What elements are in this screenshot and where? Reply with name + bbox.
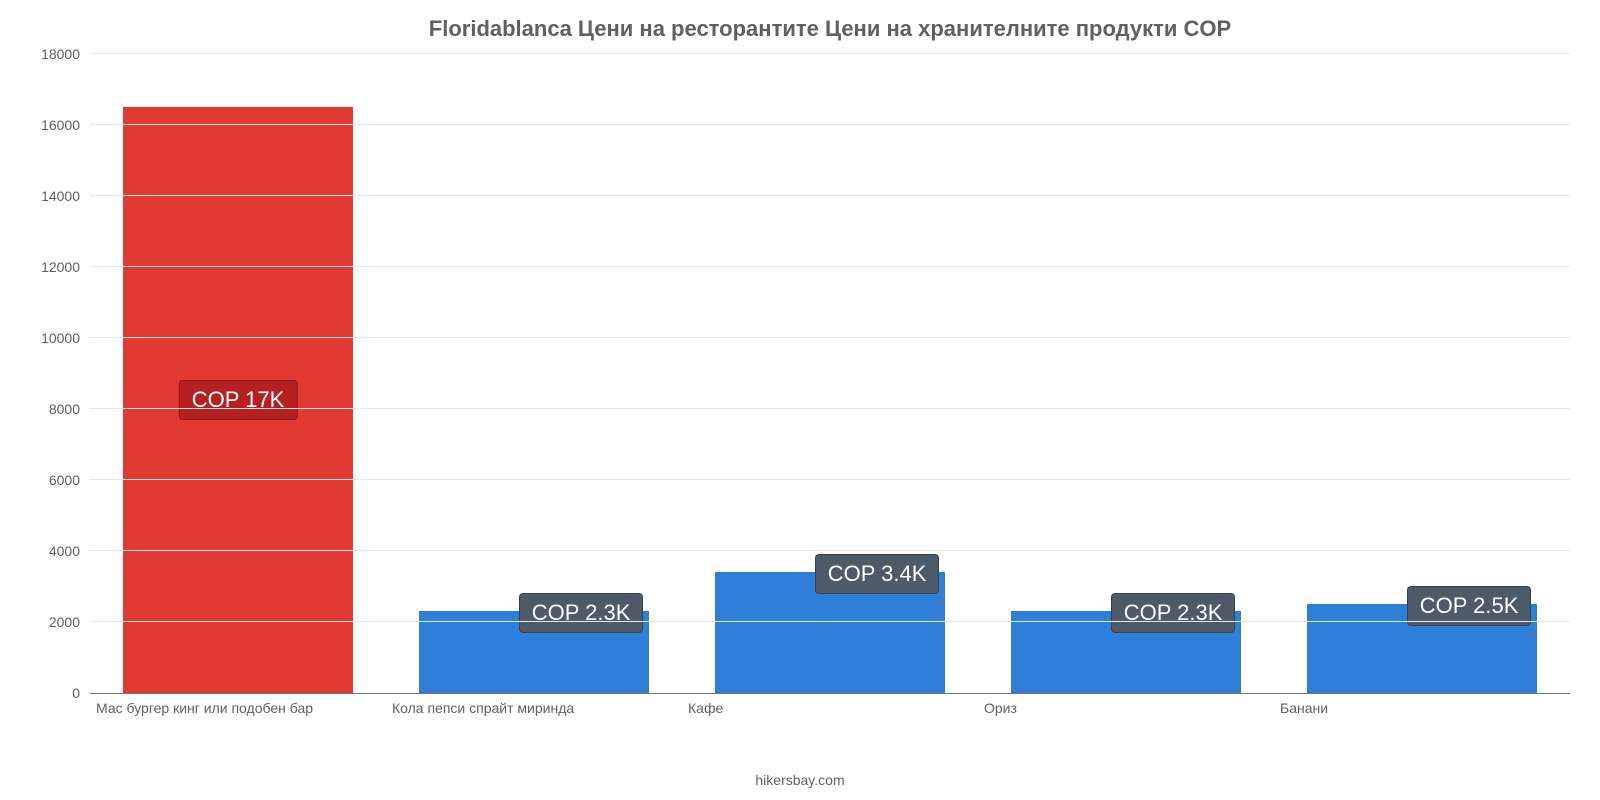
- y-tick-label: 4000: [20, 543, 80, 559]
- x-axis-label: Кола пепси спрайт миринда: [386, 698, 682, 716]
- y-tick-label: 18000: [20, 46, 80, 62]
- y-tick-label: 6000: [20, 472, 80, 488]
- y-gridline: [90, 621, 1570, 622]
- x-axis-label: Банани: [1274, 698, 1570, 716]
- bar: COP 2.5K: [1307, 604, 1538, 693]
- y-tick-label: 16000: [20, 117, 80, 133]
- bar: COP 3.4K: [715, 572, 946, 693]
- y-gridline: [90, 550, 1570, 551]
- chart-container: Floridablanca Цени на ресторантите Цени …: [0, 0, 1600, 800]
- bar-slot: COP 2.5K: [1274, 54, 1570, 693]
- y-gridline: [90, 266, 1570, 267]
- bar: COP 2.3K: [419, 611, 650, 693]
- x-axis-label: Кафе: [682, 698, 978, 716]
- y-tick-label: 0: [20, 685, 80, 701]
- bar-slot: COP 2.3K: [386, 54, 682, 693]
- y-gridline: [90, 195, 1570, 196]
- value-badge: COP 3.4K: [815, 554, 940, 594]
- bars-area: COP 17K COP 2.3K COP 3.4K COP 2.3K COP 2.5K: [90, 54, 1570, 693]
- y-tick-label: 12000: [20, 259, 80, 275]
- value-badge: COP 2.3K: [519, 593, 644, 633]
- x-axis-labels: Мас бургер кинг или подобен барКола пепс…: [90, 698, 1570, 716]
- bar-slot: COP 17K: [90, 54, 386, 693]
- plot-area: COP 17KCOP 2.3KCOP 3.4KCOP 2.3KCOP 2.5K …: [90, 54, 1570, 694]
- y-gridline: [90, 408, 1570, 409]
- x-axis-label: Мас бургер кинг или подобен бар: [90, 698, 386, 716]
- y-tick-label: 8000: [20, 401, 80, 417]
- y-tick-label: 14000: [20, 188, 80, 204]
- y-gridline: [90, 479, 1570, 480]
- bar-slot: COP 2.3K: [978, 54, 1274, 693]
- bar: COP 2.3K: [1011, 611, 1242, 693]
- y-gridline: [90, 124, 1570, 125]
- y-gridline: [90, 337, 1570, 338]
- source-label: hikersbay.com: [755, 772, 844, 788]
- value-badge: COP 2.3K: [1111, 593, 1236, 633]
- chart-title: Floridablanca Цени на ресторантите Цени …: [90, 16, 1570, 42]
- y-tick-label: 2000: [20, 614, 80, 630]
- bar-slot: COP 3.4K: [682, 54, 978, 693]
- x-axis-label: Ориз: [978, 698, 1274, 716]
- y-tick-label: 10000: [20, 330, 80, 346]
- y-gridline: [90, 53, 1570, 54]
- value-badge: COP 17K: [179, 380, 298, 420]
